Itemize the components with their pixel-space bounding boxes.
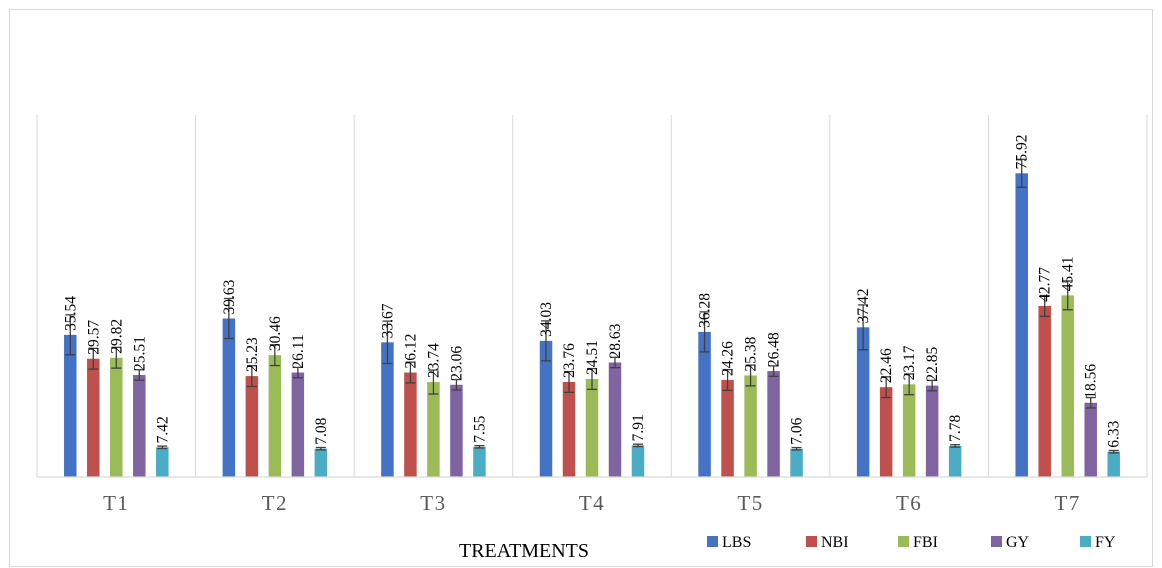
bar-lbs-t4 [539,340,553,477]
bar-fy-t4 [631,445,645,477]
data-label: 22.46 [878,348,895,383]
data-label: 24.26 [720,341,737,376]
data-label: 23.74 [425,343,442,378]
data-label: 45.41 [1060,256,1077,291]
data-label: 37.42 [855,288,872,323]
data-label: 18.56 [1083,364,1100,399]
data-label: 26.12 [402,334,419,369]
bar-fbi-t7 [1061,295,1074,477]
x-tick-label: T4 [579,491,605,515]
bar-nbi-t1 [87,358,100,477]
bar-nbi-t6 [879,387,893,477]
data-label: 25.51 [131,336,148,371]
x-tick-label: T3 [420,491,446,515]
data-label: 23.76 [561,343,578,378]
bar-fbi-t4 [585,378,599,477]
bar-lbs-t3 [381,342,394,477]
bar-lbs-t6 [856,327,870,477]
bar-fbi-t5 [744,375,757,477]
legend-swatch-fbi [898,536,909,547]
bar-nbi-t2 [245,376,259,477]
x-tick-label: T2 [262,491,288,515]
data-label: 24.51 [584,340,601,375]
data-label: 7.78 [947,415,964,442]
bar-gy-t3 [450,384,463,477]
bar-fy-t3 [473,446,486,477]
data-label: 22.85 [924,346,941,381]
data-label: 29.57 [85,320,102,355]
data-label: 36.28 [697,293,714,328]
bar-fy-t7 [1107,451,1120,477]
data-label: 39.63 [221,279,238,314]
bar-gy-t4 [608,362,622,477]
legend-label-nbi: NBI [821,534,849,551]
legend-label-gy: GY [1006,534,1030,551]
data-label: 29.82 [108,319,125,354]
bar-nbi-t7 [1038,305,1051,477]
bar-fy-t6 [948,445,962,477]
x-tick-label: T6 [896,491,922,515]
legend-swatch-lbs [707,536,718,547]
data-label: 7.91 [630,414,647,441]
data-label: 6.33 [1106,420,1123,447]
data-label: 33.67 [379,303,396,338]
data-label: 34.03 [538,302,555,337]
bar-fbi-t6 [902,384,916,477]
bar-lbs-t1 [64,334,77,477]
x-tick-label: T1 [103,491,129,515]
legend-swatch-nbi [806,536,817,547]
legend-label-lbs: LBS [722,534,751,551]
data-label: 25.23 [244,337,261,372]
x-axis-title: TREATMENTS [459,540,589,562]
bar-gy-t6 [925,385,939,477]
data-label: 7.08 [313,417,330,444]
bar-lbs-t7 [1015,173,1028,477]
bar-fbi-t3 [427,382,440,477]
bar-fy-t1 [156,447,169,477]
bar-fbi-t1 [110,357,123,477]
chart-frame [9,9,1153,567]
bar-nbi-t5 [721,379,734,477]
bar-fy-t5 [790,448,803,477]
bar-nbi-t3 [404,372,417,477]
bar-nbi-t4 [562,381,576,477]
bar-gy-t2 [291,372,305,477]
bar-lbs-t2 [222,318,236,477]
data-label: 23.06 [448,346,465,381]
bar-gy-t7 [1084,402,1097,477]
data-label: 23.17 [901,345,918,380]
bar-gy-t1 [133,374,146,477]
bar-lbs-t5 [698,331,711,477]
bar-fbi-t2 [268,355,282,477]
x-tick-label: T7 [1055,491,1081,515]
bar-fy-t2 [314,448,328,477]
data-label: 75.92 [1014,134,1031,169]
data-label: 26.48 [766,332,783,367]
data-label: 26.11 [290,334,307,368]
data-label: 28.63 [607,323,624,358]
data-label: 42.77 [1037,267,1054,302]
bar-gy-t5 [767,371,780,477]
data-label: 30.46 [267,316,284,351]
data-label: 7.42 [154,416,171,443]
data-label: 7.06 [789,417,806,444]
x-tick-label: T5 [737,491,763,515]
legend-swatch-fy [1080,536,1091,547]
data-label: 25.38 [743,336,760,371]
legend-label-fy: FY [1095,534,1116,551]
data-label: 35.54 [62,296,79,331]
legend-label-fbi: FBI [913,534,938,551]
legend-swatch-gy [991,536,1002,547]
data-label: 7.55 [471,415,488,442]
